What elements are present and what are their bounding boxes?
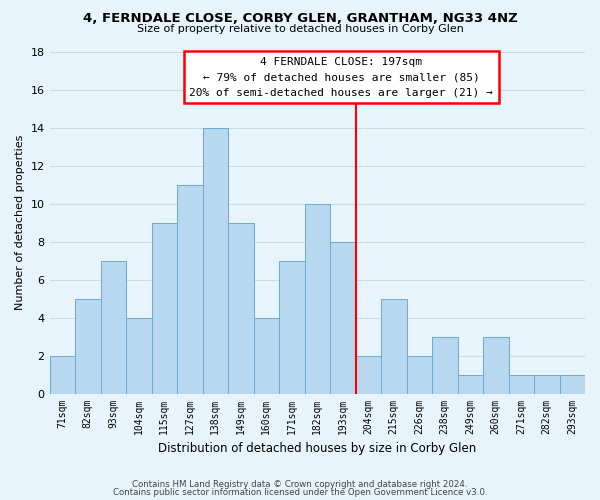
Bar — [483, 336, 509, 394]
Bar — [407, 356, 432, 394]
Bar — [254, 318, 279, 394]
Bar — [228, 222, 254, 394]
Bar — [432, 336, 458, 394]
Bar — [279, 260, 305, 394]
Text: 4 FERNDALE CLOSE: 197sqm
← 79% of detached houses are smaller (85)
20% of semi-d: 4 FERNDALE CLOSE: 197sqm ← 79% of detach… — [190, 56, 493, 98]
Bar — [509, 374, 534, 394]
Bar — [305, 204, 330, 394]
Bar — [50, 356, 75, 394]
Bar — [534, 374, 560, 394]
Y-axis label: Number of detached properties: Number of detached properties — [15, 135, 25, 310]
Bar — [152, 222, 177, 394]
X-axis label: Distribution of detached houses by size in Corby Glen: Distribution of detached houses by size … — [158, 442, 476, 455]
Bar — [356, 356, 381, 394]
Bar — [203, 128, 228, 394]
Bar — [381, 298, 407, 394]
Bar — [126, 318, 152, 394]
Text: Contains HM Land Registry data © Crown copyright and database right 2024.: Contains HM Land Registry data © Crown c… — [132, 480, 468, 489]
Text: Contains public sector information licensed under the Open Government Licence v3: Contains public sector information licen… — [113, 488, 487, 497]
Bar — [560, 374, 585, 394]
Bar — [75, 298, 101, 394]
Bar — [177, 184, 203, 394]
Bar — [101, 260, 126, 394]
Text: 4, FERNDALE CLOSE, CORBY GLEN, GRANTHAM, NG33 4NZ: 4, FERNDALE CLOSE, CORBY GLEN, GRANTHAM,… — [83, 12, 517, 26]
Bar — [330, 242, 356, 394]
Text: Size of property relative to detached houses in Corby Glen: Size of property relative to detached ho… — [137, 24, 463, 34]
Bar — [458, 374, 483, 394]
